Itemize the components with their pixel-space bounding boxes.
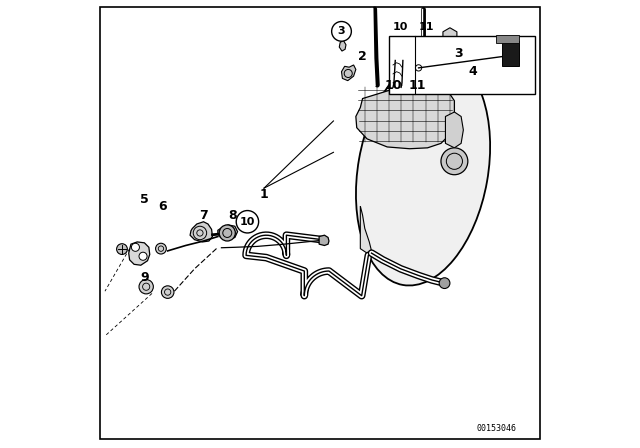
Text: 2: 2 [358, 49, 367, 63]
Text: 4: 4 [468, 65, 477, 78]
Circle shape [219, 225, 236, 241]
Circle shape [236, 211, 259, 233]
Text: 3: 3 [338, 26, 346, 36]
Circle shape [131, 243, 140, 251]
Polygon shape [360, 206, 371, 255]
Text: 1: 1 [260, 188, 268, 202]
Text: 7: 7 [199, 208, 208, 222]
Polygon shape [342, 65, 356, 81]
Polygon shape [442, 68, 458, 82]
Circle shape [156, 243, 166, 254]
Text: 9: 9 [140, 271, 148, 284]
Text: 10: 10 [384, 78, 402, 92]
Text: 11: 11 [419, 22, 434, 32]
Polygon shape [356, 85, 454, 149]
Polygon shape [445, 112, 463, 148]
Polygon shape [339, 40, 346, 51]
Ellipse shape [356, 55, 490, 285]
Text: 00153046: 00153046 [477, 424, 517, 433]
Polygon shape [319, 235, 329, 246]
Polygon shape [218, 225, 237, 240]
Text: 3: 3 [454, 47, 463, 60]
Text: 10: 10 [393, 22, 408, 32]
Polygon shape [129, 242, 150, 265]
Text: 11: 11 [409, 78, 426, 92]
Circle shape [441, 148, 468, 175]
Bar [389, 36, 535, 94]
Circle shape [139, 252, 147, 260]
Circle shape [116, 244, 127, 254]
Text: 10: 10 [240, 217, 255, 227]
Circle shape [161, 286, 174, 298]
Bar [496, 35, 520, 43]
Circle shape [439, 278, 450, 289]
Polygon shape [190, 222, 212, 242]
Text: 6: 6 [158, 199, 166, 213]
Bar [502, 41, 520, 66]
Circle shape [332, 22, 351, 41]
Circle shape [139, 280, 154, 294]
Text: 5: 5 [140, 193, 148, 206]
Text: 8: 8 [228, 208, 237, 222]
